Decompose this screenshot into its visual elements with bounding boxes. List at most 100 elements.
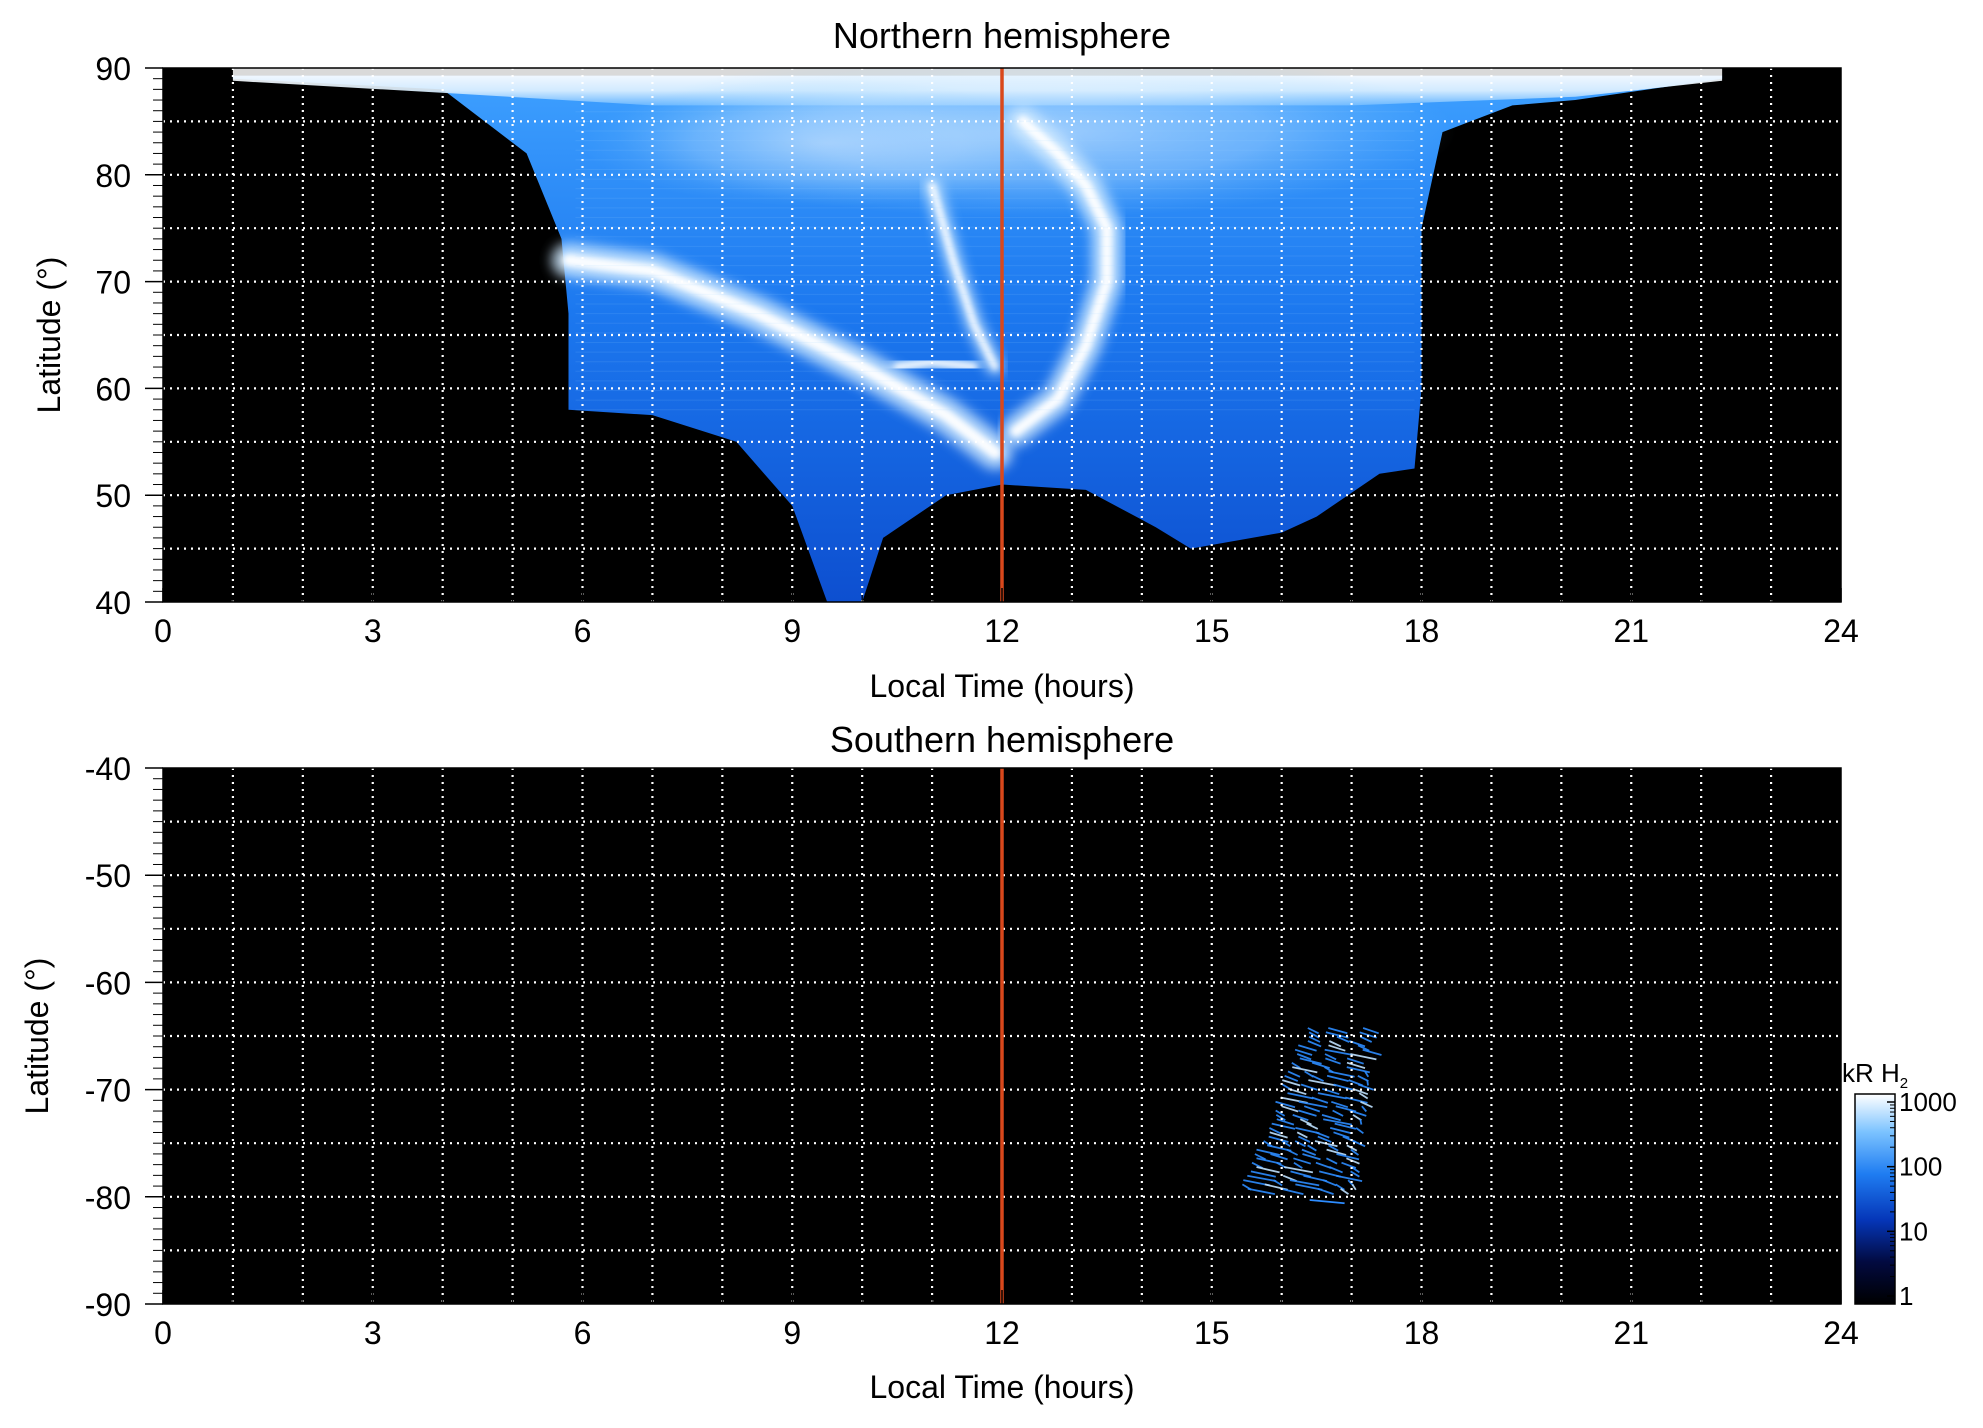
south-emission-streak (1336, 1153, 1360, 1161)
south-emission-streak (1324, 1053, 1337, 1061)
south-emission-streak (1299, 1118, 1312, 1126)
south-emission-streak (1315, 1131, 1330, 1139)
south-emission-streak (1362, 1027, 1379, 1035)
south-emission-streak (1273, 1179, 1283, 1187)
south-emission-streak (1282, 1079, 1301, 1087)
y-tick-label: -50 (85, 858, 131, 894)
south-emission-streak (1269, 1127, 1281, 1135)
south-emission-streak (1335, 1174, 1363, 1182)
y-tick-label: 80 (95, 158, 131, 194)
south-emission-streak (1247, 1174, 1277, 1182)
colorbar-tick-label: 10 (1899, 1216, 1928, 1246)
south-emission-streak (1346, 1157, 1360, 1165)
y-tick-label: -90 (85, 1287, 131, 1323)
x-tick-label: 6 (574, 1315, 592, 1351)
colorbar-label: kR H2 (1842, 1058, 1908, 1092)
south-emission-streak (1355, 1127, 1364, 1135)
south-emission-streak (1346, 1061, 1366, 1069)
south-emission-streak (1256, 1166, 1280, 1174)
x-tick-label: 6 (574, 613, 592, 649)
south-emission-streak (1331, 1100, 1349, 1109)
south-emission-streak (1302, 1153, 1321, 1161)
south-emission-streak (1360, 1100, 1373, 1109)
y-tick-label: 60 (95, 371, 131, 407)
south-emission-streak (1271, 1122, 1296, 1130)
y-tick-label: -60 (85, 965, 131, 1001)
south-emission-streak (1299, 1057, 1322, 1065)
north-aurora-image (232, 68, 1723, 602)
south-emission-streak (1358, 1083, 1374, 1091)
south-emission-streak (1317, 1092, 1347, 1100)
south-emission-streak (1359, 1119, 1363, 1125)
south-emission-streak (1333, 1131, 1350, 1139)
colorbar-ticks: 1000 100 10 1 (1887, 1087, 1957, 1311)
north-auroral-arc (562, 254, 1001, 459)
south-emission-streak (1350, 1148, 1360, 1156)
south-emission-streak (1350, 1166, 1360, 1174)
south-emission-streak (1298, 1109, 1317, 1117)
south-emission-streak (1360, 1035, 1373, 1043)
south-emission-streak (1333, 1083, 1354, 1091)
x-tick-label: 18 (1404, 613, 1440, 649)
south-emission-streak (1281, 1140, 1291, 1148)
colorbar-tick-label: 1000 (1899, 1087, 1957, 1117)
x-tick-label: 24 (1823, 1315, 1859, 1351)
colorbar: kR H2 1000 100 10 1 (1842, 1058, 1957, 1311)
south-emission-streak (1361, 1105, 1367, 1113)
south-emission-streak (1295, 1127, 1320, 1135)
south-emission-streak (1345, 1096, 1368, 1104)
x-tick-label: 21 (1613, 1315, 1649, 1351)
south-emission-streak (1293, 1157, 1312, 1165)
south-emission-streak (1334, 1122, 1357, 1130)
y-tick-label: -80 (85, 1180, 131, 1216)
x-tick-label: 0 (154, 1315, 172, 1351)
y-tick-label: 90 (95, 51, 131, 87)
south-emission-streak (1325, 1157, 1338, 1165)
south-emission-streak (1312, 1074, 1324, 1082)
south-emission-streak (1325, 1031, 1349, 1039)
y-tick-label: -40 (85, 751, 131, 787)
south-emission-streak (1294, 1140, 1306, 1148)
x-tick-label: 21 (1613, 613, 1649, 649)
x-tick-label: 15 (1194, 613, 1230, 649)
south-emission-streak (1366, 1079, 1369, 1086)
south-y-axis-label: Latitude (°) (19, 958, 55, 1115)
north-y-axis-label: Latitude (°) (31, 257, 67, 414)
south-emission-streak (1298, 1135, 1311, 1143)
x-tick-label: 0 (154, 613, 172, 649)
colorbar-label-text: kR H (1842, 1058, 1900, 1088)
south-emission-streak (1298, 1044, 1317, 1052)
south-emission-streak (1336, 1035, 1350, 1043)
south-emission-streak (1308, 1031, 1320, 1039)
south-emission-streak (1317, 1187, 1334, 1195)
south-emission-streak (1328, 1144, 1339, 1152)
south-emission-streak (1341, 1161, 1357, 1169)
south-emission-streak (1270, 1153, 1288, 1161)
south-emission-streak (1351, 1183, 1357, 1191)
south-emission-streak (1296, 1053, 1312, 1061)
south-emission-streak (1293, 1161, 1303, 1169)
south-emission-streak (1292, 1066, 1318, 1074)
south-x-axis-label: Local Time (hours) (870, 1369, 1135, 1405)
y-tick-label: 70 (95, 265, 131, 301)
south-emission-streak (1328, 1044, 1346, 1052)
south-emission-streak (1292, 1114, 1309, 1122)
south-emission-streak (1287, 1092, 1314, 1100)
colorbar-gradient (1854, 1093, 1896, 1305)
south-panel: Southern hemisphere 0 3 6 9 12 15 18 21 24 -40 -50… (19, 719, 1859, 1405)
north-auroral-arc (929, 182, 998, 370)
colorbar-tick-label: 100 (1899, 1152, 1942, 1182)
colorbar-tick-label: 1 (1899, 1281, 1913, 1311)
south-emission-streak (1317, 1135, 1332, 1143)
south-emission-streak (1269, 1131, 1288, 1139)
south-emission-streak (1311, 1061, 1330, 1069)
south-emission-streak (1323, 1118, 1353, 1126)
south-emission-streak (1357, 1044, 1370, 1052)
south-title: Southern hemisphere (830, 719, 1174, 760)
south-emission-streak (1309, 1199, 1345, 1205)
y-tick-label: 50 (95, 478, 131, 514)
south-emission-streak (1346, 1057, 1364, 1065)
south-emission-streak (1322, 1179, 1337, 1187)
y-tick-label: -70 (85, 1073, 131, 1109)
